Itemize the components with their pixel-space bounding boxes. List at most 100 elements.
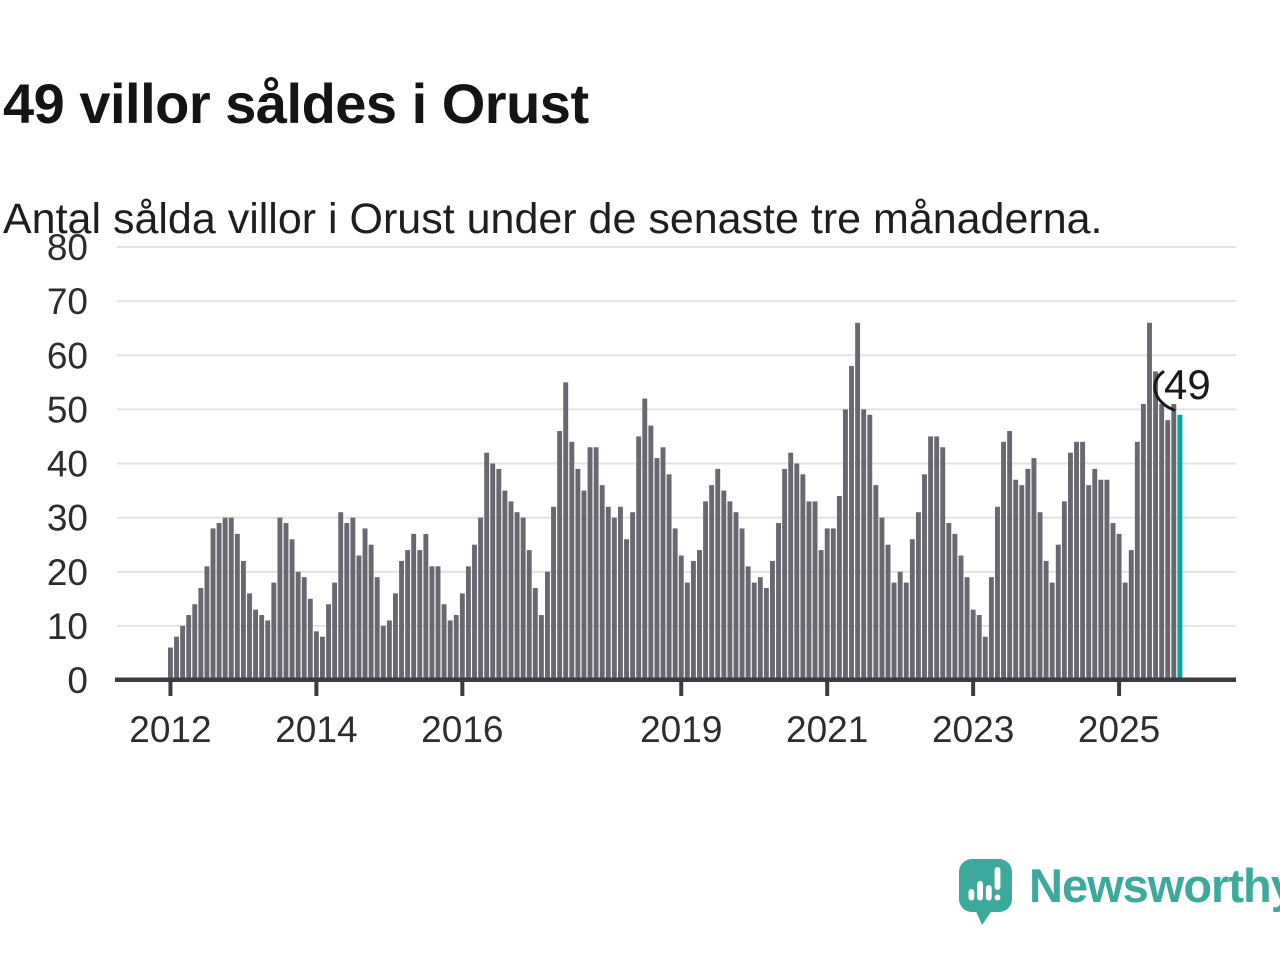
- bar: [380, 625, 386, 681]
- bar: [1001, 441, 1006, 680]
- bar: [253, 609, 259, 680]
- bar: [861, 409, 867, 681]
- bar: [1159, 403, 1165, 680]
- bar: [1007, 431, 1013, 680]
- bar: [745, 566, 751, 680]
- bar: [788, 452, 794, 680]
- bar: [587, 447, 593, 680]
- bar: [958, 555, 964, 680]
- bar: [891, 582, 897, 680]
- bar: [988, 577, 994, 680]
- bar: [970, 609, 976, 680]
- bar: [1092, 468, 1098, 680]
- bar: [374, 577, 380, 680]
- bar: [1080, 441, 1086, 680]
- y-axis-label: 60: [47, 335, 88, 376]
- bar: [976, 615, 982, 680]
- bar: [368, 544, 374, 680]
- bar: [234, 533, 240, 680]
- bar: [751, 582, 757, 680]
- x-axis-tick: [168, 680, 173, 696]
- bar: [703, 501, 709, 680]
- bar: [982, 636, 988, 680]
- bar: [715, 468, 721, 680]
- bar: [824, 528, 830, 680]
- bar: [222, 517, 228, 681]
- x-axis-tick: [971, 680, 976, 696]
- bar: [836, 495, 842, 680]
- bar: [1104, 479, 1110, 680]
- newsworthy-logo-icon: [958, 858, 1014, 931]
- bar: [459, 593, 465, 680]
- x-axis-tick: [1117, 680, 1122, 696]
- bar: [1134, 441, 1140, 680]
- bar: [593, 447, 599, 680]
- bar: [259, 615, 265, 680]
- x-axis-tick: [460, 680, 465, 696]
- bar: [502, 490, 508, 680]
- bar: [940, 447, 946, 680]
- bar: [247, 593, 252, 680]
- bar: [867, 414, 873, 680]
- bar: [204, 566, 210, 680]
- y-axis-label: 10: [47, 606, 88, 647]
- bar: [289, 539, 295, 680]
- bar: [630, 512, 636, 680]
- bar: [210, 528, 216, 680]
- bar: [770, 560, 775, 680]
- y-axis-label: 50: [47, 389, 88, 430]
- bar: [1025, 468, 1031, 680]
- bar: [168, 647, 173, 680]
- x-axis-line: [115, 677, 1236, 682]
- value-annotation: 49: [1164, 361, 1211, 408]
- bar: [842, 409, 848, 681]
- bar: [599, 485, 605, 680]
- bar: [672, 528, 678, 680]
- bar: [697, 550, 702, 680]
- bar: [946, 523, 952, 680]
- x-axis-label: 2019: [640, 709, 722, 750]
- bar: [964, 577, 970, 680]
- bar: [271, 582, 277, 680]
- bar: [472, 544, 477, 680]
- chart-subtitle: Antal sålda villor i Orust under de sena…: [3, 195, 1103, 243]
- bar: [605, 506, 611, 680]
- bar: [1153, 371, 1159, 680]
- bar: [1086, 485, 1092, 680]
- y-axis-label: 40: [47, 444, 88, 485]
- bar: [1116, 533, 1122, 680]
- bar: [915, 512, 921, 680]
- bar: [356, 555, 362, 680]
- bar: [411, 533, 417, 680]
- bar: [1049, 582, 1055, 680]
- bar: [952, 533, 958, 680]
- bar: [386, 620, 392, 680]
- bar: [174, 636, 179, 680]
- bar: [490, 463, 496, 680]
- bar: [307, 598, 313, 680]
- bar: [478, 517, 484, 681]
- bar: [186, 615, 192, 680]
- bar: [496, 468, 502, 680]
- bar: [1110, 523, 1116, 680]
- bar: [721, 490, 727, 680]
- bar: [1067, 452, 1073, 680]
- bar: [727, 501, 733, 680]
- x-axis-label: 2023: [932, 709, 1014, 750]
- bar: [484, 452, 490, 680]
- bar: [995, 506, 1000, 680]
- bar: [611, 517, 617, 681]
- bar: [617, 506, 623, 680]
- annotation-leader-line: [1153, 370, 1176, 412]
- bar: [1055, 544, 1061, 680]
- y-axis-label: 0: [67, 660, 88, 701]
- bar: [435, 566, 441, 680]
- bar: [922, 474, 927, 680]
- bar: [192, 604, 198, 680]
- bar: [441, 604, 447, 680]
- bar: [1147, 322, 1152, 680]
- bar: [508, 501, 514, 680]
- bar: [563, 382, 569, 680]
- bar-highlighted: [1177, 414, 1183, 680]
